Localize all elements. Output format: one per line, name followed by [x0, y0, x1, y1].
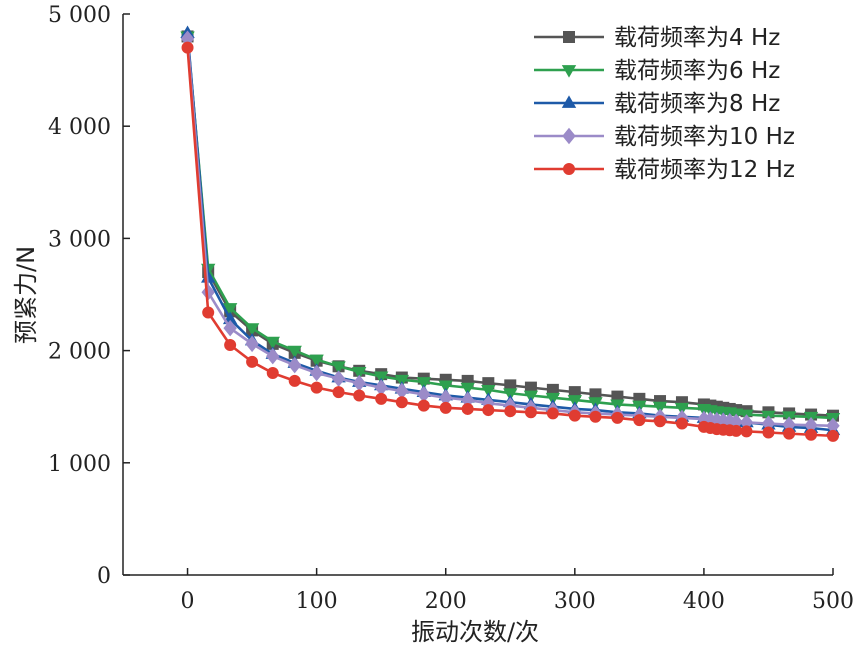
x-tick-label: 500: [812, 589, 854, 614]
data-point: [633, 414, 646, 427]
data-point: [395, 396, 408, 409]
data-point: [416, 377, 431, 390]
series-0: [181, 30, 839, 422]
series-3: [180, 30, 840, 434]
data-point: [224, 338, 237, 351]
data-point: [805, 428, 818, 441]
data-point: [352, 374, 366, 392]
data-point: [740, 425, 753, 438]
x-tick-label: 400: [683, 589, 725, 614]
axes: 0 100 200 300 400 500 0 1 000 2 000 3 000 4 000 5 0…: [48, 3, 854, 614]
series-1: [180, 31, 841, 426]
data-point: [589, 410, 602, 423]
data-point: [417, 399, 430, 412]
data-point: [265, 336, 280, 350]
y-tick-label: 0: [97, 564, 111, 589]
legend-marker: [563, 31, 575, 43]
legend-entry: 载荷频率为8 Hz: [534, 91, 780, 117]
x-tick-label: 300: [554, 589, 596, 614]
legend-entry: 载荷频率为4 Hz: [534, 25, 780, 51]
data-point: [266, 367, 279, 380]
legend-label: 载荷频率为8 Hz: [614, 91, 780, 117]
data-point: [244, 323, 260, 336]
data-point: [373, 371, 389, 385]
data-point: [309, 364, 324, 382]
data-point: [567, 395, 583, 408]
legend-label: 载荷频率为10 Hz: [614, 124, 795, 150]
data-point: [438, 380, 453, 393]
x-tick-label: 100: [296, 589, 338, 614]
legend-marker: [561, 95, 577, 108]
series-4: [181, 41, 839, 442]
data-point: [288, 374, 301, 387]
data-point: [439, 401, 452, 414]
legend-label: 载荷频率为4 Hz: [614, 25, 780, 51]
data-point: [654, 415, 667, 428]
data-point: [394, 374, 410, 388]
data-point: [545, 392, 561, 406]
data-point: [202, 306, 215, 319]
data-point: [481, 384, 496, 398]
data-point: [523, 390, 539, 404]
legend-label: 载荷频率为6 Hz: [614, 58, 780, 84]
data-point: [730, 424, 743, 437]
y-axis-title: 预紧力/N: [12, 246, 40, 344]
y-tick-label: 4 000: [48, 115, 111, 140]
data-point: [331, 361, 346, 374]
legend-marker: [562, 127, 576, 145]
data-point: [352, 367, 367, 380]
data-point: [568, 409, 581, 422]
data-point: [675, 417, 688, 430]
data-point: [546, 407, 559, 420]
series-layer: [180, 25, 841, 442]
data-point: [181, 41, 194, 54]
data-point: [246, 355, 259, 368]
data-point: [353, 389, 366, 402]
x-tick-label: 200: [425, 589, 467, 614]
data-point: [652, 401, 668, 415]
legend-entry: 载荷频率为12 Hz: [534, 157, 795, 183]
data-point: [611, 411, 624, 424]
data-point: [332, 386, 345, 399]
legend-marker: [561, 65, 577, 78]
y-tick-label: 5 000: [48, 3, 111, 28]
data-point: [674, 402, 690, 416]
x-tick-label: 0: [181, 589, 195, 614]
data-point: [309, 354, 324, 368]
x-axis-title: 振动次数/次: [411, 618, 539, 646]
legend: 载荷频率为4 Hz 载荷频率为6 Hz 载荷频率为8 Hz 载荷频率为10 Hz 载荷频…: [534, 25, 795, 183]
data-point: [827, 429, 839, 442]
data-point: [245, 335, 259, 353]
data-point: [482, 404, 495, 417]
data-point: [783, 427, 796, 440]
data-point: [395, 382, 409, 400]
legend-label: 载荷频率为12 Hz: [614, 157, 795, 183]
legend-entry: 载荷频率为6 Hz: [534, 58, 780, 84]
data-point: [503, 388, 518, 401]
data-point: [266, 347, 280, 365]
data-point: [762, 426, 775, 439]
data-point: [374, 379, 388, 396]
series-2: [180, 25, 841, 436]
data-point: [417, 386, 431, 403]
data-point: [504, 405, 517, 418]
legend-entry: 载荷频率为10 Hz: [534, 124, 795, 150]
legend-marker: [563, 163, 575, 175]
data-point: [331, 370, 346, 387]
data-point: [287, 356, 302, 374]
y-tick-label: 1 000: [48, 452, 111, 477]
data-point: [461, 402, 474, 415]
data-point: [287, 345, 302, 359]
y-tick-label: 2 000: [48, 340, 111, 365]
data-point: [460, 382, 475, 396]
data-point: [223, 319, 237, 337]
data-point: [524, 406, 537, 419]
data-point: [222, 303, 238, 316]
data-point: [310, 381, 323, 394]
y-tick-label: 3 000: [48, 227, 111, 252]
data-point: [375, 392, 388, 405]
